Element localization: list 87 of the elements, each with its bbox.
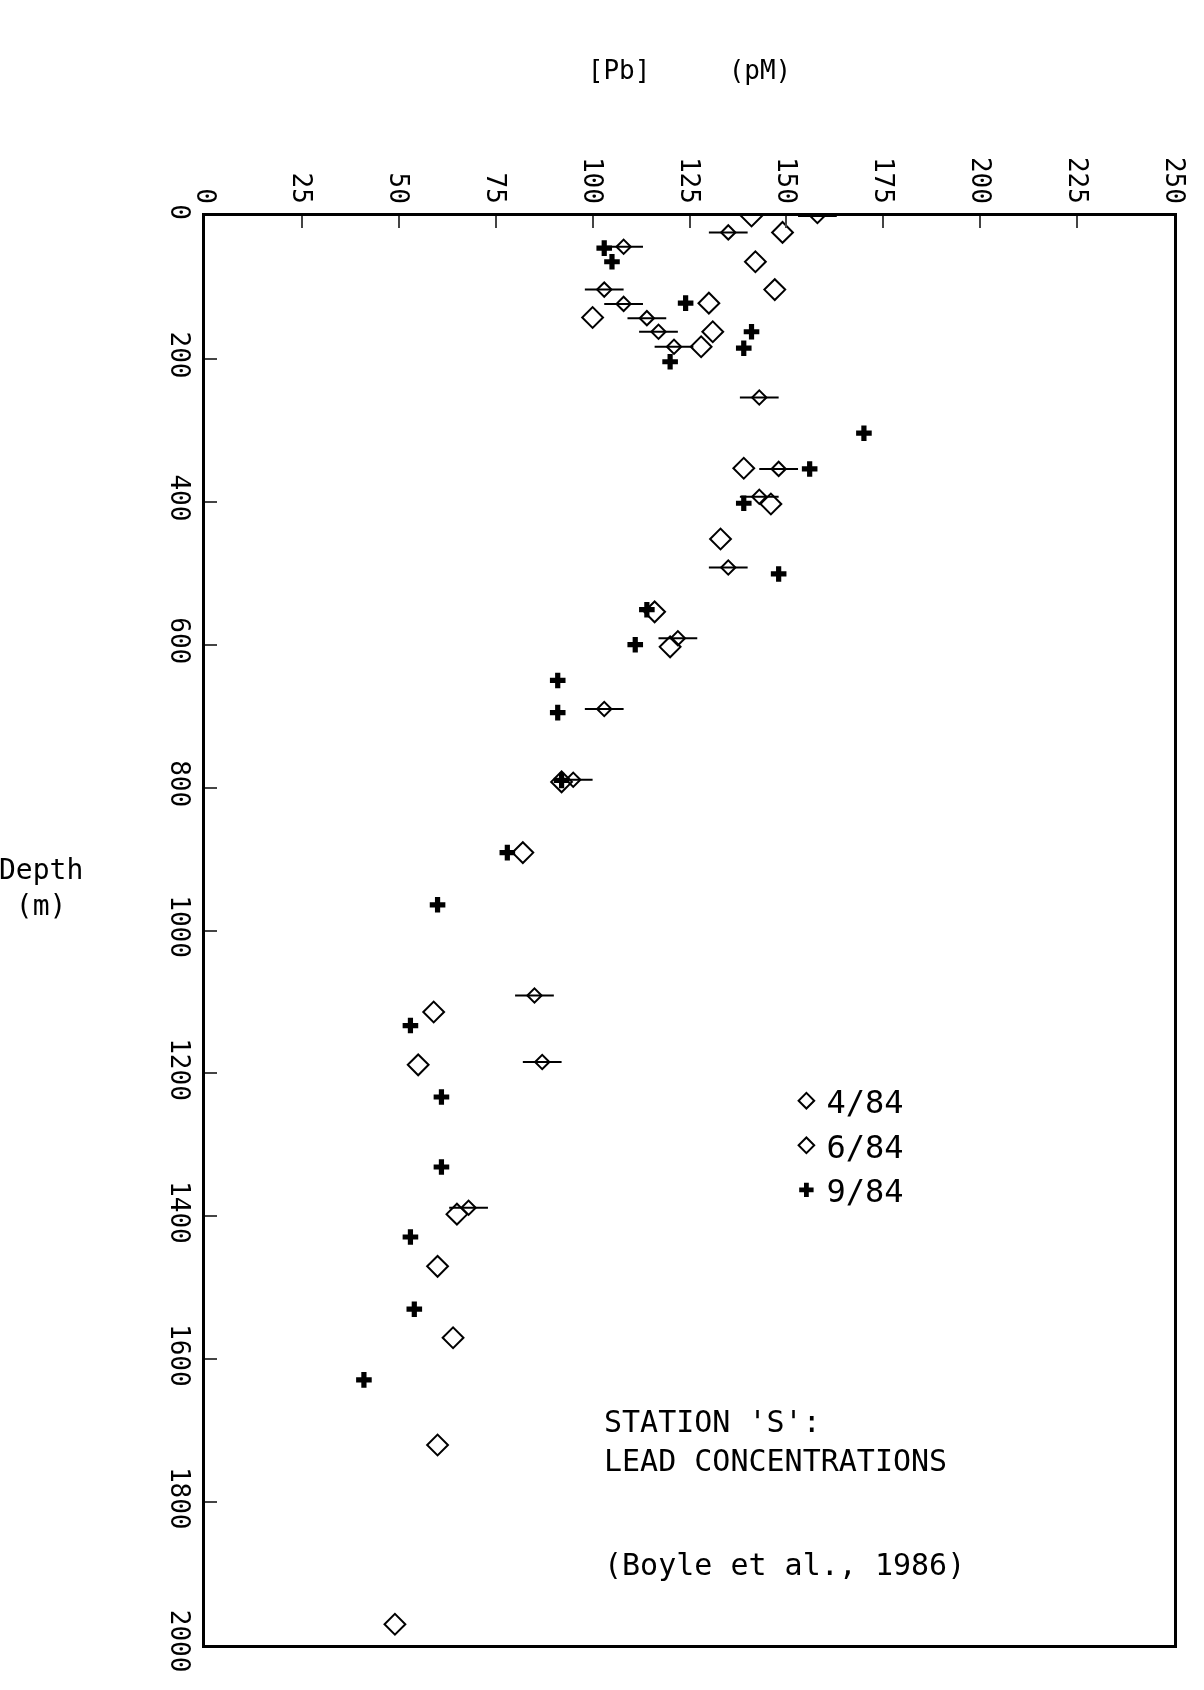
x-tick-label: 0 (190, 188, 221, 204)
x-tick-label: 150 (771, 156, 802, 204)
y-tick-label: 0 (164, 204, 195, 220)
point (426, 1433, 449, 1457)
x-tick-label: 75 (481, 172, 512, 204)
point (751, 488, 768, 505)
x-tick-label: 200 (965, 156, 996, 204)
y-tick-label: 1000 (164, 895, 195, 958)
point (709, 527, 732, 551)
y-tick-label: 1600 (164, 1323, 195, 1387)
point (677, 295, 694, 311)
annotation: (Boyle et al., 1986) (604, 1547, 966, 1582)
point (697, 291, 721, 315)
y-axis-title: Depth (m) (0, 853, 84, 923)
point (662, 353, 678, 370)
point (534, 1053, 551, 1071)
point (511, 841, 535, 865)
x-tick-label: 25 (287, 172, 318, 204)
point (735, 340, 752, 356)
point (720, 224, 737, 241)
y-tick-label: 1800 (164, 1466, 195, 1530)
x-tick-label: 125 (675, 156, 706, 204)
point (763, 278, 787, 301)
point (433, 1159, 450, 1175)
point (735, 495, 752, 512)
point (596, 240, 613, 256)
point (433, 1089, 450, 1105)
point (720, 559, 737, 576)
point (565, 771, 582, 788)
legend-label: 6/84 (826, 1127, 904, 1166)
x-tick-label: 175 (868, 156, 899, 204)
legend-label: 4/84 (826, 1083, 904, 1122)
y-tick-label: 400 (164, 474, 195, 522)
point (549, 672, 566, 689)
x-tick-label: 250 (1159, 156, 1190, 204)
x-axis-title: [Pb] (pM) (587, 55, 792, 86)
point (581, 306, 604, 329)
point (429, 896, 446, 913)
point (751, 389, 768, 406)
legend-label: 9/84 (826, 1172, 904, 1211)
point (743, 323, 760, 340)
point (604, 253, 620, 270)
x-tick-label: 225 (1062, 156, 1093, 204)
point (402, 1229, 419, 1245)
point (406, 1301, 423, 1317)
y-tick-label: 600 (164, 617, 195, 665)
x-tick-label: 100 (578, 156, 609, 204)
point (550, 770, 573, 794)
point (701, 320, 725, 344)
point (383, 1612, 407, 1636)
point (526, 987, 543, 1004)
point (422, 1000, 446, 1024)
point (770, 460, 787, 478)
point (638, 310, 656, 327)
point (441, 1326, 465, 1350)
point (856, 425, 872, 442)
point (771, 221, 794, 244)
point (406, 1053, 430, 1077)
point (650, 323, 667, 340)
y-tick-label: 1400 (164, 1181, 195, 1244)
point (499, 844, 516, 861)
point (770, 566, 787, 582)
point (743, 250, 767, 274)
point (643, 600, 667, 624)
point (460, 1199, 477, 1216)
point (658, 635, 682, 659)
point (549, 704, 566, 721)
point (665, 338, 683, 355)
point (596, 700, 613, 718)
point (426, 1254, 449, 1278)
point (689, 335, 713, 359)
point (445, 1202, 469, 1226)
point (759, 492, 783, 516)
point (356, 1372, 372, 1388)
annotation: STATION 'S': LEAD CONCENTRATIONS (604, 1404, 948, 1478)
y-tick-label: 800 (164, 760, 195, 808)
point (615, 238, 632, 255)
x-tick-label: 50 (384, 172, 415, 204)
y-tick-label: 200 (164, 331, 195, 379)
point (596, 281, 613, 298)
point (402, 1017, 419, 1034)
y-tick-label: 2000 (164, 1609, 195, 1673)
point (627, 636, 644, 653)
point (801, 461, 818, 477)
y-tick-label: 1200 (164, 1038, 195, 1101)
point (615, 295, 632, 313)
point (732, 456, 756, 480)
